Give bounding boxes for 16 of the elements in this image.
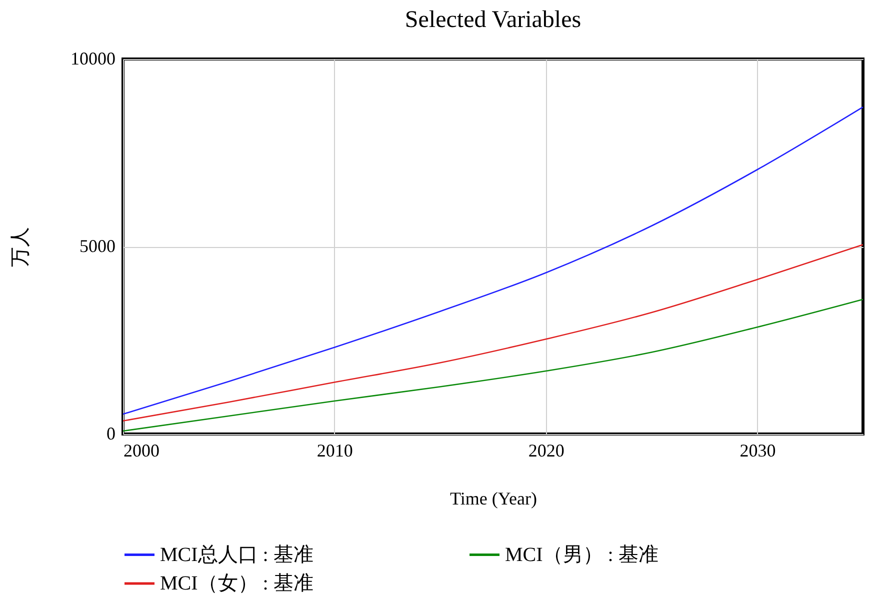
y-tick-label: 0	[106, 424, 116, 444]
x-axis-title: Time (Year)	[450, 488, 538, 508]
x-tick-label: 2010	[316, 440, 353, 460]
chart-title: Selected Variables	[404, 7, 582, 33]
x-tick-label: 2020	[528, 440, 564, 460]
x-tick-label: 2000	[124, 440, 160, 460]
y-tick-label: 5000	[80, 236, 116, 256]
line-series	[122, 298, 864, 432]
y-axis-title: 万人	[10, 227, 32, 267]
legend-label: MCI（女） : 基准	[160, 572, 314, 594]
x-tick-label: 2030	[740, 440, 776, 460]
legend-label: MCI（男） : 基准	[505, 544, 658, 566]
line-series	[122, 244, 864, 422]
legend-label: MCI总人口 : 基准	[160, 544, 314, 566]
y-tick-label: 10000	[70, 48, 116, 68]
line-series	[122, 106, 864, 415]
